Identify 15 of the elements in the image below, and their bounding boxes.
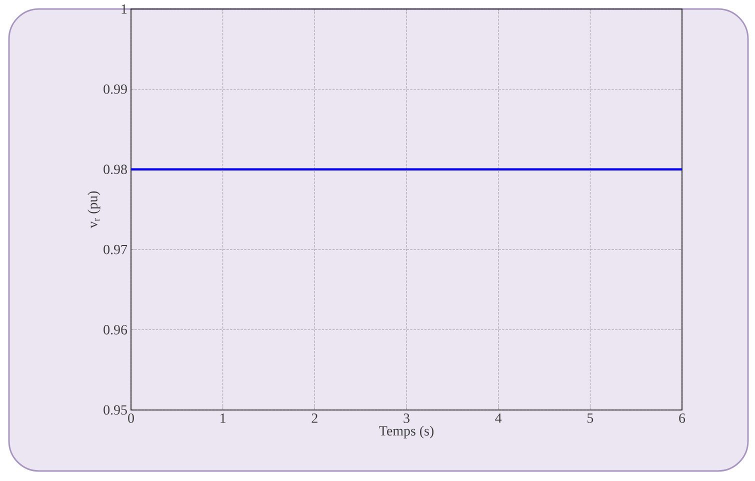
y-tick-label: 0.96 <box>104 325 128 335</box>
y-tick-label: 1 <box>122 4 127 14</box>
x-tick-label: 3 <box>404 414 410 423</box>
y-axis-title: v$_{r}$ (pu) <box>88 191 100 228</box>
x-tick-label: 0 <box>128 414 134 423</box>
x-tick-label: 5 <box>587 414 594 423</box>
y-tick-label: 0.97 <box>104 244 128 254</box>
x-tick-label: 4 <box>495 414 502 423</box>
x-tick-label: 2 <box>312 414 318 423</box>
x-axis-title: Temps (s) <box>379 426 434 438</box>
y-tick-label: 0.98 <box>104 164 127 174</box>
y-tick-label: 0.99 <box>104 84 127 94</box>
x-tick-label: 6 <box>679 414 686 423</box>
y-tick-label: 0.95 <box>104 405 127 415</box>
x-tick-label: 1 <box>220 413 226 423</box>
